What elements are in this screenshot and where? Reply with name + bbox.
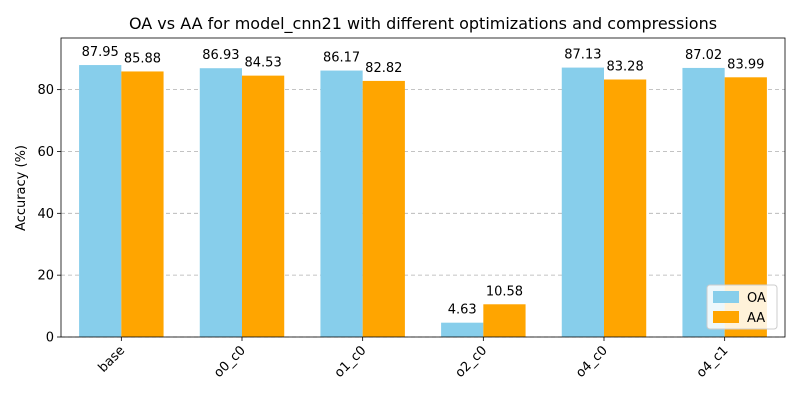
data-label-aa: 83.99 (727, 57, 764, 72)
x-tick-label: o1_c0 (332, 343, 370, 381)
bar-oa (199, 68, 242, 338)
data-label-oa: 87.13 (564, 48, 601, 63)
x-tick-label: o4_c0 (573, 343, 611, 381)
data-label-oa: 87.95 (82, 45, 119, 60)
y-tick-label: 40 (37, 207, 54, 222)
bars-layer (79, 65, 767, 338)
chart-title: OA vs AA for model_cnn21 with different … (129, 14, 717, 34)
bar-oa (320, 70, 363, 338)
data-label-oa: 86.17 (323, 51, 360, 66)
y-tick-label: 0 (46, 331, 54, 346)
legend-swatch-aa (713, 311, 739, 323)
x-tick-label: base (96, 343, 129, 376)
data-label-oa: 87.02 (685, 48, 722, 63)
bar-aa (362, 80, 405, 337)
data-label-aa: 83.28 (607, 59, 644, 74)
x-tick-label: o0_c0 (211, 343, 249, 381)
data-label-aa: 84.53 (245, 56, 282, 71)
y-axis-label: Accuracy (%) (14, 145, 29, 231)
bar-oa (561, 67, 604, 338)
data-label-aa: 10.58 (486, 284, 523, 299)
legend-label-aa: AA (747, 311, 765, 326)
bar-oa (441, 322, 484, 337)
data-label-aa: 82.82 (365, 61, 402, 76)
bar-aa (604, 79, 647, 337)
legend: OA AA (706, 284, 778, 330)
bar-oa (79, 65, 122, 337)
bar-aa (242, 75, 285, 337)
data-labels-layer: 87.95 85.88 86.93 84.53 86.17 82.82 4.63 10.58 8… (82, 45, 765, 318)
data-label-oa: 4.63 (448, 303, 477, 318)
plot-frame (60, 37, 786, 338)
x-tick-label: o2_c0 (453, 343, 491, 381)
grid-layer (61, 89, 785, 338)
x-tick-label: o4_c1 (694, 343, 732, 381)
bar-aa (121, 71, 164, 337)
y-tick-label: 80 (37, 83, 54, 98)
data-label-aa: 85.88 (124, 51, 161, 66)
y-tick-label: 20 (37, 269, 54, 284)
data-label-oa: 86.93 (202, 48, 239, 63)
y-tick-label: 60 (37, 145, 54, 160)
bar-aa (483, 304, 526, 337)
legend-label-oa: OA (747, 291, 766, 306)
legend-swatch-oa (713, 291, 739, 303)
